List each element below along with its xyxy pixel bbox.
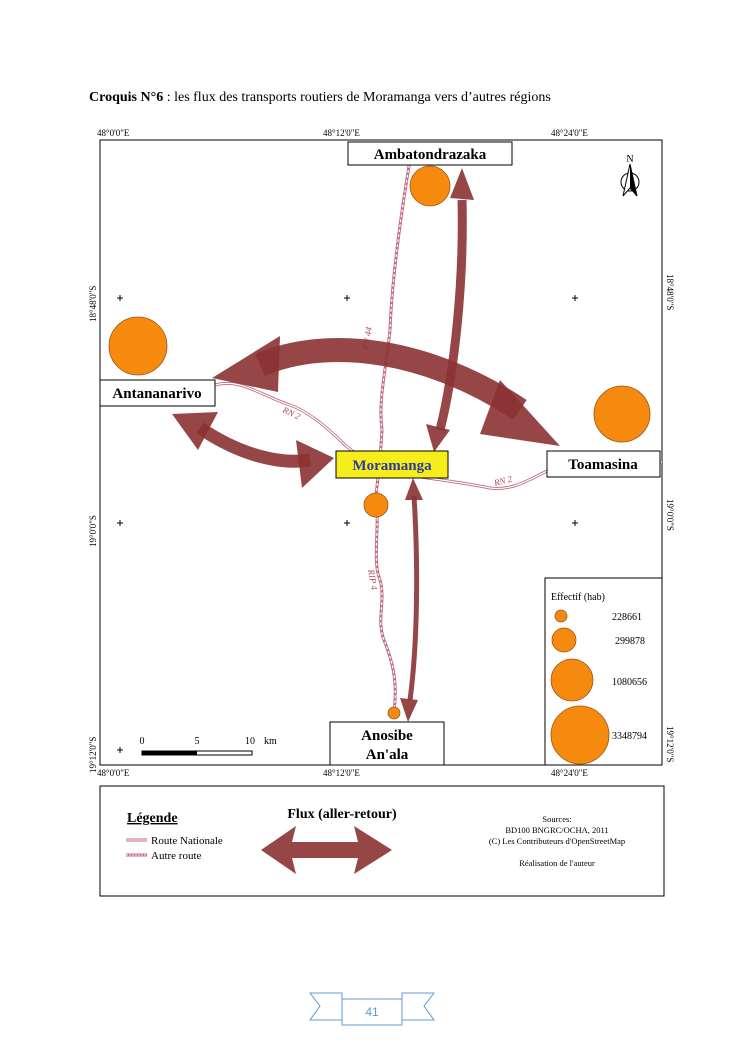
map-legend: Légende Route Nationale Autre route Flux… — [99, 785, 665, 897]
lon-tick-top: 48°0'0"E — [97, 128, 130, 138]
legend-sources: Sources: — [542, 814, 571, 824]
arrow-head — [212, 336, 280, 392]
city-ambatondrazaka: Ambatondrazaka — [374, 147, 487, 163]
lon-tick-top: 48°12'0"E — [323, 128, 360, 138]
legend-flux-arrow-icon — [261, 826, 392, 874]
population-circle-toamasina — [593, 385, 651, 443]
legend-route-nationale: Route Nationale — [151, 835, 223, 847]
lat-tick-left: 19°12'0"S — [88, 737, 98, 773]
lon-tick-bottom: 48°12'0"E — [323, 768, 360, 778]
population-circle-ambatondrazaka — [409, 165, 451, 207]
grid-crosses — [117, 295, 578, 753]
city-anosibe-line2: An'ala — [366, 747, 409, 763]
population-circle-anosibe — [387, 706, 401, 720]
label-box-anosibe — [329, 721, 445, 766]
page-number: 41 — [365, 1005, 379, 1019]
map-caption: Croquis N°6 : les flux des transports ro… — [89, 90, 551, 106]
lon-tick-bottom: 48°24'0"E — [551, 768, 588, 778]
flow-arrow-antananarivo-toamasina — [255, 338, 527, 420]
arrow-head — [296, 440, 334, 488]
legend-flux-title: Flux (aller-retour) — [287, 807, 397, 822]
label-box-ambatondrazaka — [347, 141, 513, 166]
lat-tick-left: 18°48'0"S — [88, 286, 98, 322]
lon-tick-bottom: 48°0'0"E — [97, 768, 130, 778]
population-circle-antananarivo — [108, 316, 168, 376]
lat-tick-right: 18°48'0"S — [665, 274, 675, 310]
arrow-head — [426, 424, 450, 452]
flow-arrows — [172, 168, 560, 722]
flow-arrow-anosibe — [407, 495, 420, 701]
legend-sources: (C) Les Contributeurs d'OpenStreetMap — [489, 836, 625, 846]
arrow-head — [405, 478, 423, 500]
north-label: N — [626, 154, 633, 165]
lat-tick-right: 19°12'0"S — [665, 726, 675, 762]
city-moramanga: Moramanga — [352, 458, 432, 474]
label-box-antananarivo — [99, 379, 216, 407]
road-label-rip4: RIP 4 — [366, 568, 380, 591]
caption-text: : les flux des transports routiers de Mo… — [163, 90, 551, 105]
lon-tick-top: 48°24'0"E — [551, 128, 588, 138]
legend-value: 1080656 — [612, 677, 647, 688]
north-arrow-icon: N — [620, 154, 640, 197]
lat-tick-left: 19°0'0"S — [88, 515, 98, 547]
arrow-head — [400, 698, 418, 722]
arrow-head — [480, 380, 560, 446]
population-legend-title: Effectif (hab) — [551, 592, 605, 603]
flow-arrow-ambatondrazaka — [435, 199, 467, 432]
page-number-ribbon: 41 — [308, 992, 436, 1026]
caption-number: Croquis N°6 — [89, 90, 164, 105]
lat-tick-right: 19°0'0"S — [665, 499, 675, 531]
arrow-head — [172, 412, 218, 450]
city-anosibe-line1: Anosibe — [361, 728, 413, 744]
scale-label: 5 — [195, 736, 200, 747]
legend-autre-route: Autre route — [151, 850, 202, 862]
legend-title: Légende — [127, 811, 178, 826]
legend-value: 299878 — [615, 636, 645, 647]
city-toamasina: Toamasina — [568, 457, 638, 473]
legend-value: 228661 — [612, 612, 642, 623]
scale-unit: km — [264, 736, 277, 747]
scale-bar: 0 5 10 km — [140, 736, 277, 756]
city-antananarivo: Antananarivo — [112, 386, 201, 402]
population-circle-moramanga — [363, 492, 389, 518]
label-box-moramanga — [335, 450, 449, 479]
legend-value: 3348794 — [612, 731, 647, 742]
scale-label: 0 — [140, 736, 145, 747]
road-label-rn2-east: RN 2 — [492, 473, 514, 488]
scale-label: 10 — [245, 736, 255, 747]
label-box-toamasina — [546, 450, 661, 478]
arrow-head — [450, 168, 474, 200]
legend-sources: BD100 BNGRC/OCHA, 2011 — [505, 825, 608, 835]
legend-author: Réalisation de l'auteur — [519, 858, 595, 868]
population-legend: Effectif (hab) 228661 299878 1080656 334… — [544, 577, 663, 766]
